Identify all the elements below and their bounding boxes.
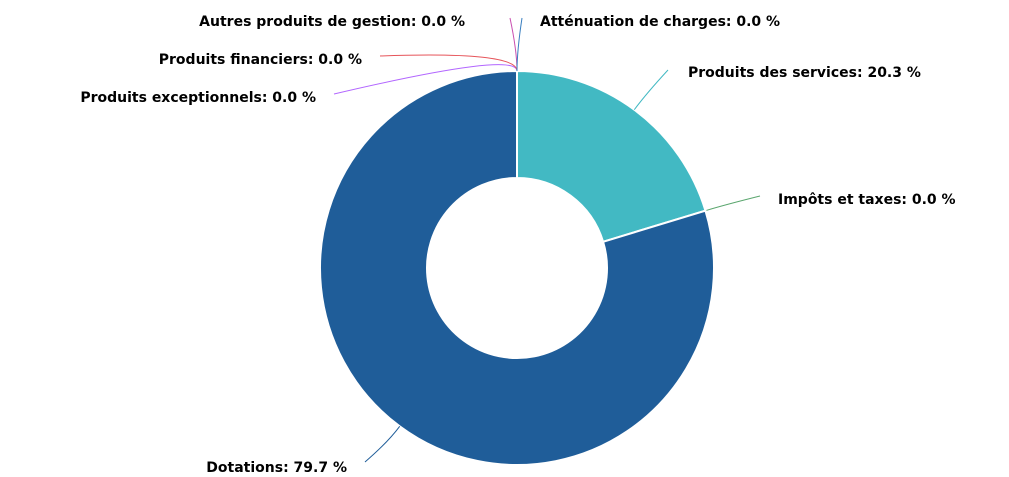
data-label: Atténuation de charges: 0.0 % (540, 14, 780, 30)
data-label: Impôts et taxes: 0.0 % (778, 192, 956, 208)
connector (516, 17, 523, 72)
data-label: Dotations: 79.7 % (206, 460, 347, 476)
connector (364, 425, 401, 463)
data-label: Produits exceptionnels: 0.0 % (80, 90, 316, 106)
data-label: Produits des services: 20.3 % (688, 65, 921, 81)
connector (333, 64, 518, 95)
connector (633, 69, 669, 111)
connector (379, 54, 518, 72)
connector (705, 195, 761, 212)
slice (516, 69, 707, 244)
data-label: Autres produits de gestion: 0.0 % (199, 14, 465, 30)
connector (509, 17, 518, 72)
slice (319, 69, 715, 466)
data-label: Produits financiers: 0.0 % (159, 52, 362, 68)
